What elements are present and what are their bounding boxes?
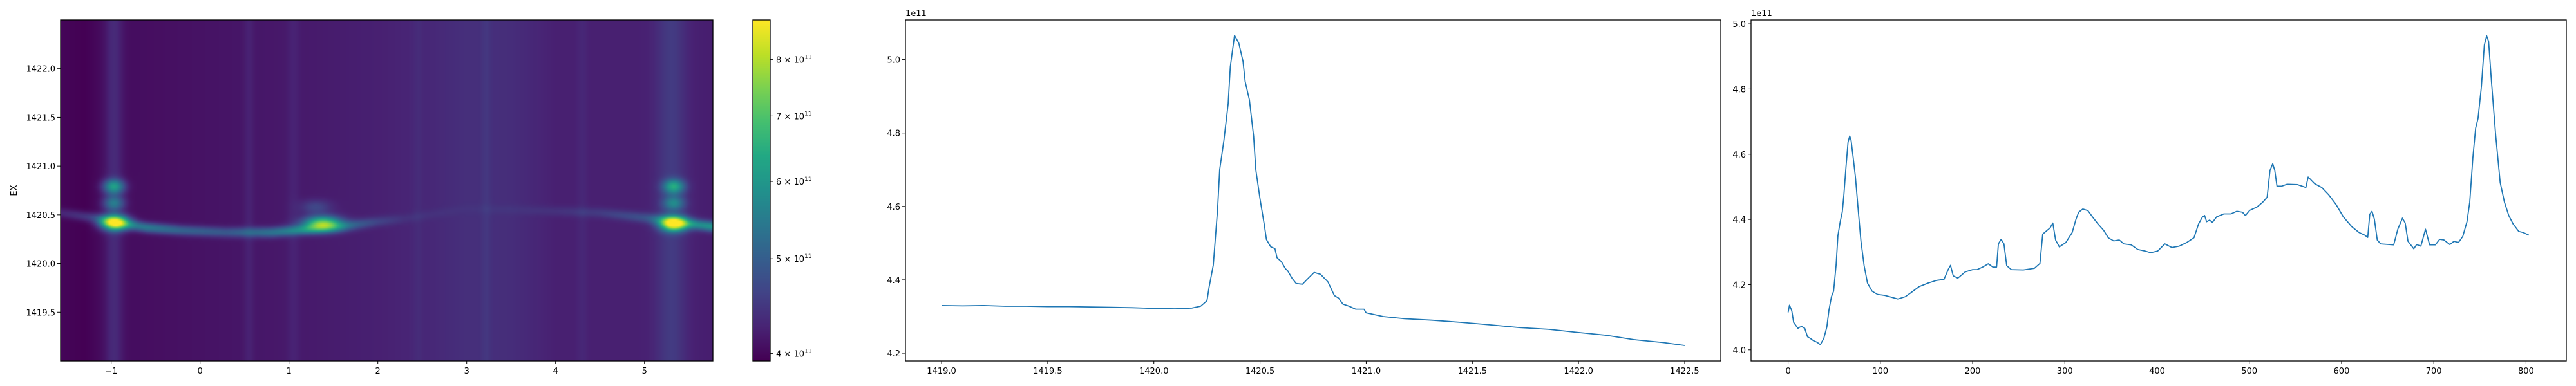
y-tick-label: 4.8 [1732, 85, 1746, 95]
colorbar-tick-label: 7 × 1011 [776, 111, 811, 122]
x-tick-label: 3 [464, 367, 469, 376]
heatmap-image [61, 20, 713, 361]
y-tick-label: 4.0 [1732, 346, 1746, 356]
y-tick-label: 4.6 [887, 203, 900, 212]
colorbar-tick-label: 5 × 1011 [776, 253, 811, 264]
y-tick-label: 1420.0 [26, 260, 56, 270]
tick-exponent: 11 [804, 348, 811, 354]
colorbar-frame [752, 19, 771, 362]
x-tick-label: 500 [2241, 367, 2257, 376]
y-tick-label: 1419.5 [26, 308, 56, 318]
heatmap-panel: EX −1 0 1 2 3 4 5 1419.5 1420.0 1420.5 1421.0 1421.… [10, 19, 714, 376]
y-tick-label: 4.4 [887, 276, 900, 286]
line-chart-index-panel: 1e11 0 100 200 300 400 500 600 700 800 4.0 4.2 4.4 4… [1732, 9, 2567, 376]
x-tick-label: 400 [2149, 367, 2165, 376]
line-chart-2-frame [1750, 19, 2567, 362]
tick-exponent: 11 [804, 111, 811, 117]
line-chart-energy-panel: 1e11 1419.0 1419.5 1420.0 1420.5 1421.0 1421.… [887, 9, 1721, 376]
x-tick-label: 1422.0 [1564, 367, 1593, 376]
series-line [941, 35, 1685, 346]
x-tick-label: 200 [1965, 367, 1981, 376]
x-tick-label: 1422.5 [1670, 367, 1700, 376]
tick-base: 10 [793, 55, 804, 65]
y-tick-label: 4.4 [1732, 216, 1746, 225]
y-tick-label: 4.6 [1732, 151, 1746, 160]
x-tick-label: 600 [2334, 367, 2350, 376]
y-tick-label: 4.2 [1732, 280, 1746, 290]
tick-mantissa: 8 × [776, 55, 793, 65]
x-tick-label: 2 [375, 367, 381, 376]
tick-mantissa: 5 × [776, 255, 793, 264]
tick-mantissa: 4 × [776, 349, 793, 359]
y-tick-label: 1420.5 [26, 211, 56, 221]
series-line [1787, 35, 2530, 345]
tick-base: 10 [793, 178, 804, 187]
y-tick-label: 4.2 [887, 349, 900, 359]
tick-mantissa: 7 × [776, 112, 793, 122]
x-tick-label: 800 [2518, 367, 2534, 376]
x-tick-label: 1421.5 [1458, 367, 1488, 376]
y-tick-label: 4.8 [887, 129, 900, 139]
colorbar-tick-label: 4 × 1011 [776, 348, 811, 359]
line-chart-2-offset-label: 1e11 [1751, 9, 1772, 19]
x-tick-label: −1 [105, 367, 117, 376]
x-tick-label: 1419.0 [927, 367, 956, 376]
x-tick-label: 1 [287, 367, 292, 376]
y-tick-label: 1422.0 [26, 65, 56, 75]
tick-base: 10 [793, 349, 804, 359]
tick-base: 10 [793, 255, 804, 264]
line-chart-1-offset-label: 1e11 [905, 9, 927, 19]
x-tick-label: 0 [198, 367, 203, 376]
x-tick-label: 100 [1872, 367, 1888, 376]
x-tick-label: 5 [642, 367, 647, 376]
y-tick-label: 1421.5 [26, 113, 56, 123]
x-tick-label: 4 [553, 367, 558, 376]
line-chart-1-frame [905, 19, 1721, 362]
x-tick-label: 1420.5 [1245, 367, 1275, 376]
heatmap-frame [60, 19, 714, 362]
x-tick-label: 0 [1785, 367, 1790, 376]
tick-exponent: 11 [804, 253, 811, 260]
x-tick-label: 1421.0 [1352, 367, 1381, 376]
x-tick-label: 300 [2057, 367, 2073, 376]
x-tick-label: 1419.5 [1033, 367, 1063, 376]
heatmap-y-axis-label: EX [10, 185, 19, 196]
tick-base: 10 [793, 112, 804, 122]
tick-exponent: 11 [804, 176, 811, 183]
x-tick-label: 1420.0 [1139, 367, 1169, 376]
colorbar-tick-label: 8 × 1011 [776, 54, 811, 65]
x-tick-label: 700 [2426, 367, 2442, 376]
colorbar-tick-label: 6 × 1011 [776, 176, 811, 187]
y-tick-label: 5.0 [1732, 20, 1746, 30]
y-tick-label: 1421.0 [26, 162, 56, 172]
tick-exponent: 11 [804, 54, 811, 60]
y-tick-label: 5.0 [887, 56, 900, 66]
tick-mantissa: 6 × [776, 178, 793, 187]
colorbar-gradient [753, 20, 770, 361]
